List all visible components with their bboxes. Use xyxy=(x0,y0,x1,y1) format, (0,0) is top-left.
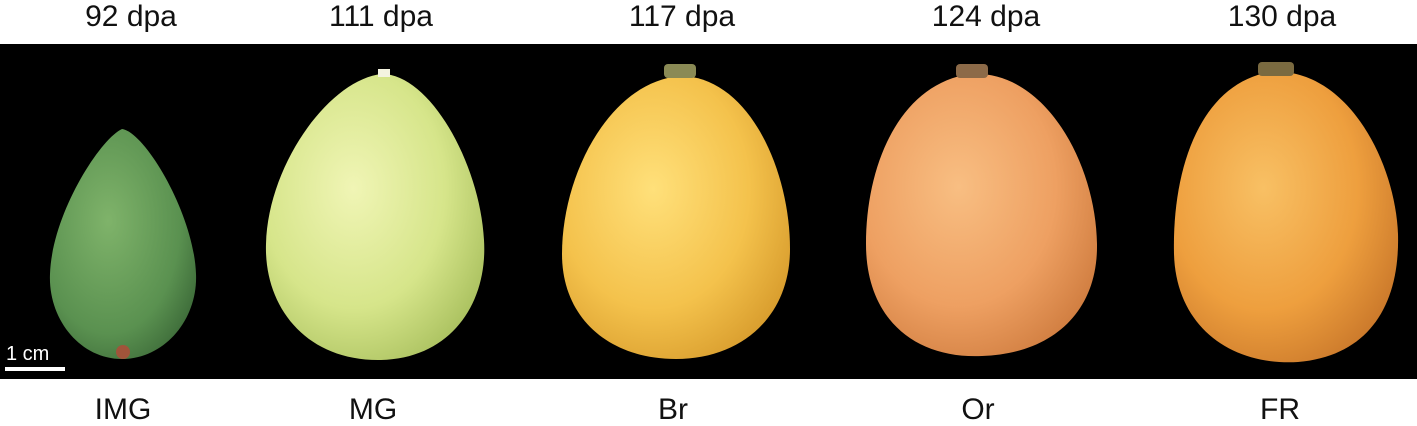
stage-2-code-label: MG xyxy=(348,393,398,426)
stage-3-dpa-label: 117 dpa xyxy=(628,0,736,33)
stage-1-dpa-label: 92 dpa xyxy=(85,0,177,33)
scale-bar-label: 1 cm xyxy=(6,343,50,365)
fruit-br-stem xyxy=(664,64,696,78)
fruit-or-stem xyxy=(956,64,988,78)
fruit-photo xyxy=(49,62,1399,363)
stage-5-code-label: FR xyxy=(1260,393,1300,426)
stage-3-code-label: Br xyxy=(658,393,688,426)
fruit-mg xyxy=(265,74,485,360)
stage-5-dpa-label: 130 dpa xyxy=(1227,0,1337,33)
fruit-photo-panel: 1 cm xyxy=(0,44,1417,379)
fruit-fr-stem xyxy=(1258,62,1294,76)
fruit-img-calyx xyxy=(116,345,130,359)
fruit-fr xyxy=(1173,71,1399,363)
stage-4-code-label: Or xyxy=(961,393,995,426)
fruit-br xyxy=(562,76,790,359)
stage-2-dpa-label: 111 dpa xyxy=(329,0,433,33)
fruit-or xyxy=(866,73,1098,357)
fruit-img xyxy=(49,129,197,359)
stage-4-dpa-label: 124 dpa xyxy=(931,0,1041,33)
scale-bar xyxy=(5,367,65,371)
stage-1-code-label: IMG xyxy=(94,393,152,426)
fruit-mg-stem xyxy=(378,69,390,77)
